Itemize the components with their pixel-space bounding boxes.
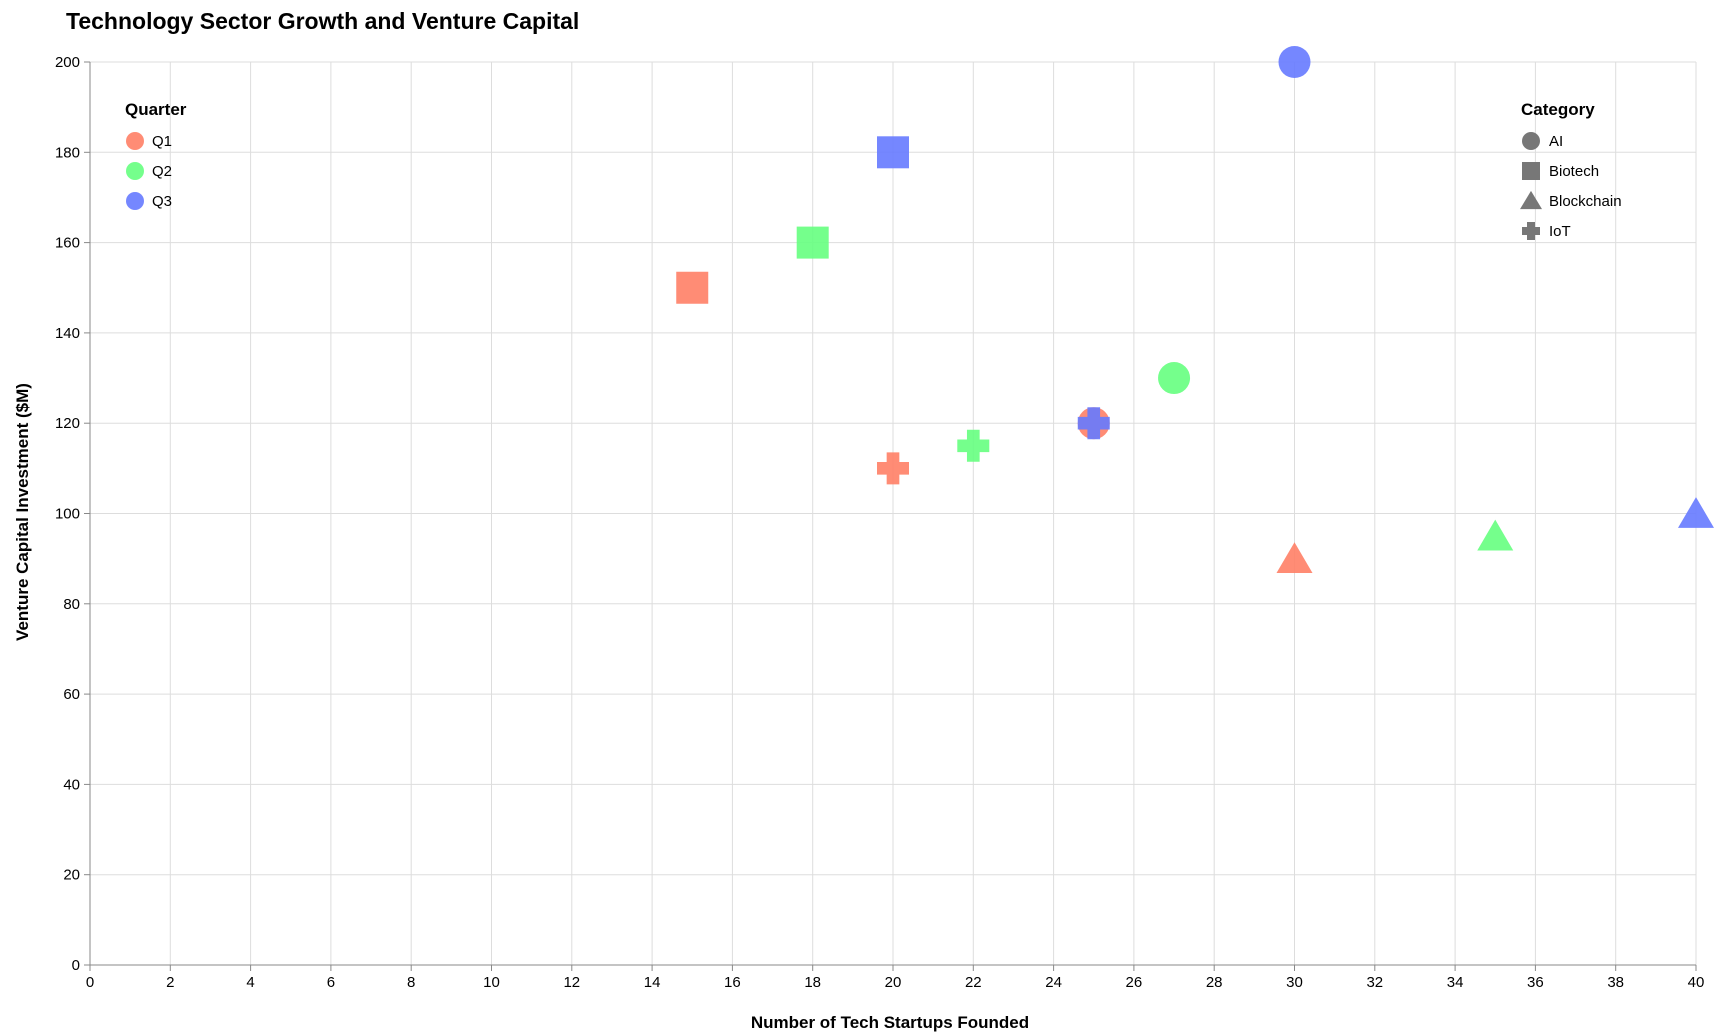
y-tick-label: 160 (55, 235, 80, 252)
x-tick-label: 0 (86, 974, 94, 991)
chart-title: Technology Sector Growth and Venture Cap… (66, 8, 579, 34)
y-tick-label: 200 (55, 54, 80, 71)
y-tick-label: 60 (63, 686, 80, 703)
x-tick-label: 8 (407, 974, 415, 991)
quarter-legend-label: Q1 (152, 133, 172, 150)
quarter-legend-label: Q2 (152, 163, 172, 180)
x-tick-label: 6 (327, 974, 335, 991)
legends: Quarter Q1 Q2 Q3 Category AI Biotech Blockchain… (125, 100, 1622, 240)
x-tick-label: 14 (644, 974, 661, 991)
x-tick-label: 34 (1447, 974, 1464, 991)
x-tick-label: 24 (1045, 974, 1062, 991)
data-point-q1-biotech (676, 271, 709, 304)
data-points (676, 46, 1714, 574)
y-tick-label: 40 (63, 776, 80, 793)
category-legend-cross-icon (1522, 222, 1540, 240)
y-tick-label: 0 (72, 957, 80, 974)
category-legend-square-icon (1522, 162, 1540, 180)
x-tick-label: 16 (724, 974, 741, 991)
x-tick-label: 18 (804, 974, 821, 991)
data-point-q3-iot (1077, 407, 1110, 440)
category-legend-label: Biotech (1549, 163, 1599, 180)
category-legend-label: IoT (1549, 223, 1571, 240)
data-point-q2-ai (1158, 362, 1191, 395)
x-tick-label: 28 (1206, 974, 1223, 991)
x-tick-label: 4 (246, 974, 254, 991)
data-point-q1-blockchain (1276, 542, 1313, 574)
quarter-legend-swatch (126, 162, 144, 180)
x-tick-label: 2 (166, 974, 174, 991)
data-point-q1-iot (877, 452, 909, 485)
quarter-legend-title: Quarter (125, 100, 187, 119)
y-tick-label: 140 (55, 325, 80, 342)
x-tick-label: 26 (1126, 974, 1143, 991)
category-legend-label: AI (1549, 133, 1563, 150)
y-tick-label: 80 (63, 596, 80, 613)
x-tick-label: 12 (563, 974, 580, 991)
x-tick-label: 22 (965, 974, 982, 991)
data-point-q2-biotech (796, 226, 829, 259)
y-tick-label: 20 (63, 867, 80, 884)
x-tick-label: 36 (1527, 974, 1544, 991)
data-point-q2-blockchain (1477, 519, 1514, 551)
quarter-legend-swatch (126, 132, 144, 150)
y-tick-label: 100 (55, 506, 80, 523)
category-legend-circle-icon (1522, 132, 1540, 150)
quarter-legend-label: Q3 (152, 193, 172, 210)
category-legend: Category AI Biotech Blockchain IoT (1520, 100, 1622, 240)
data-point-q3-biotech (877, 136, 909, 169)
category-legend-label: Blockchain (1549, 193, 1622, 210)
category-legend-triangle-icon (1520, 190, 1542, 210)
quarter-legend-swatch (126, 192, 144, 210)
category-legend-title: Category (1521, 100, 1595, 119)
x-tick-label: 32 (1366, 974, 1383, 991)
y-tick-label: 120 (55, 415, 80, 432)
y-axis-title: Venture Capital Investment ($M) (13, 383, 32, 641)
x-tick-label: 40 (1688, 974, 1705, 991)
data-point-q2-iot (957, 429, 990, 462)
data-point-q3-ai (1278, 46, 1311, 78)
x-tick-label: 30 (1286, 974, 1303, 991)
y-tick-label: 180 (55, 144, 80, 161)
data-point-q3-blockchain (1678, 497, 1714, 528)
x-tick-label: 20 (885, 974, 902, 991)
x-axis-title: Number of Tech Startups Founded (751, 1013, 1029, 1032)
axes: 0 2 4 6 8 10 12 14 16 18 20 22 24 26 28 30 32 34 36 38 40020… (55, 54, 1704, 991)
quarter-legend: Quarter Q1 Q2 Q3 (125, 100, 187, 210)
gridlines (90, 61, 1697, 965)
x-tick-label: 10 (483, 974, 500, 991)
x-tick-label: 38 (1607, 974, 1624, 991)
